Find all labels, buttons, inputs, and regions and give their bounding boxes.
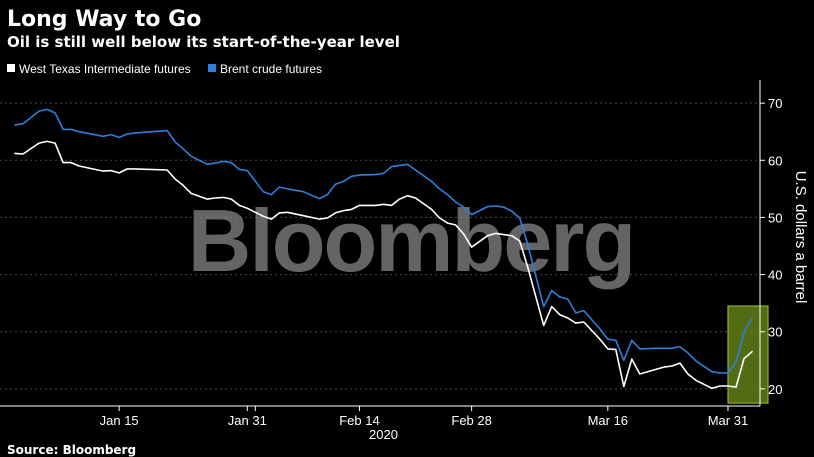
legend-swatch-brent <box>208 64 216 72</box>
x-tick-label-0: Jan 15 <box>100 413 139 428</box>
series-line-brent <box>14 108 753 374</box>
chart-title: Long Way to Go <box>7 7 201 32</box>
axes: 20 30 40 50 60 70 Jan 15 Jan 31 Feb 14 Feb 28 Mar … <box>0 80 782 442</box>
x-year-label: 2020 <box>369 427 398 442</box>
y-tick-label-70: 70 <box>768 96 782 111</box>
series-layer <box>14 108 753 390</box>
legend-label-brent: Brent crude futures <box>220 62 322 76</box>
watermark-text: Bloomberg <box>188 191 634 290</box>
source-note: Source: Bloomberg <box>7 443 136 457</box>
y-tick-label-40: 40 <box>768 268 782 283</box>
x-tick-label-1: Jan 31 <box>228 413 267 428</box>
legend-swatch-wti <box>7 64 15 72</box>
x-tick-label-2: Feb 14 <box>339 413 379 428</box>
gridlines <box>0 102 760 390</box>
y-axis-label: U.S. dollars a barrel <box>792 171 809 304</box>
legend-label-wti: West Texas Intermediate futures <box>19 62 191 76</box>
x-tick-label-4: Mar 16 <box>588 413 628 428</box>
y-tick-label-60: 60 <box>768 153 782 168</box>
y-tick-label-50: 50 <box>768 210 782 225</box>
chart-subtitle: Oil is still well below its start-of-the… <box>7 33 400 51</box>
watermark: Bloomberg <box>188 191 636 290</box>
x-tick-label-3: Feb 28 <box>451 413 491 428</box>
y-tick-label-30: 30 <box>768 325 782 340</box>
legend: West Texas Intermediate futures Brent cr… <box>7 62 322 76</box>
x-tick-label-5: Mar 31 <box>708 413 748 428</box>
y-tick-label-20: 20 <box>768 382 782 397</box>
series-line-wti <box>14 140 753 390</box>
